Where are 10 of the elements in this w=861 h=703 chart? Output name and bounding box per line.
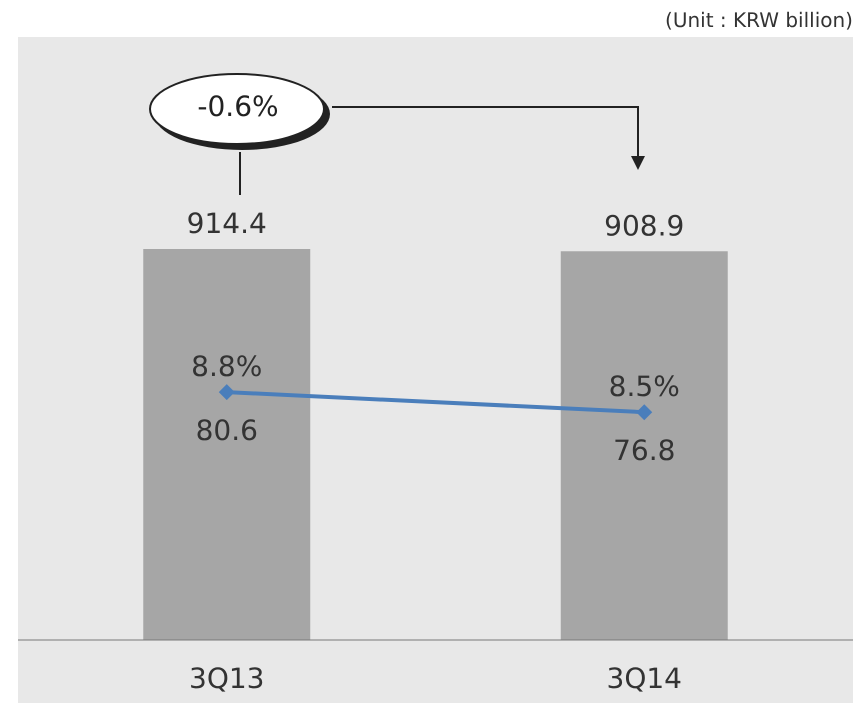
data-label: 8.8%	[191, 350, 262, 384]
annotation: 80.6	[196, 414, 258, 448]
data-label: 908.9	[604, 209, 684, 242]
x-tick-label: 3Q13	[189, 662, 264, 695]
annotation: -0.6%	[196, 90, 280, 123]
data-label: 914.4	[186, 206, 267, 240]
text: (Unit : KRW billion)	[665, 8, 853, 32]
data-label: 8.5%	[608, 370, 680, 404]
x-tick-label: 3Q14	[606, 662, 682, 695]
annotation: 76.8	[613, 434, 676, 468]
